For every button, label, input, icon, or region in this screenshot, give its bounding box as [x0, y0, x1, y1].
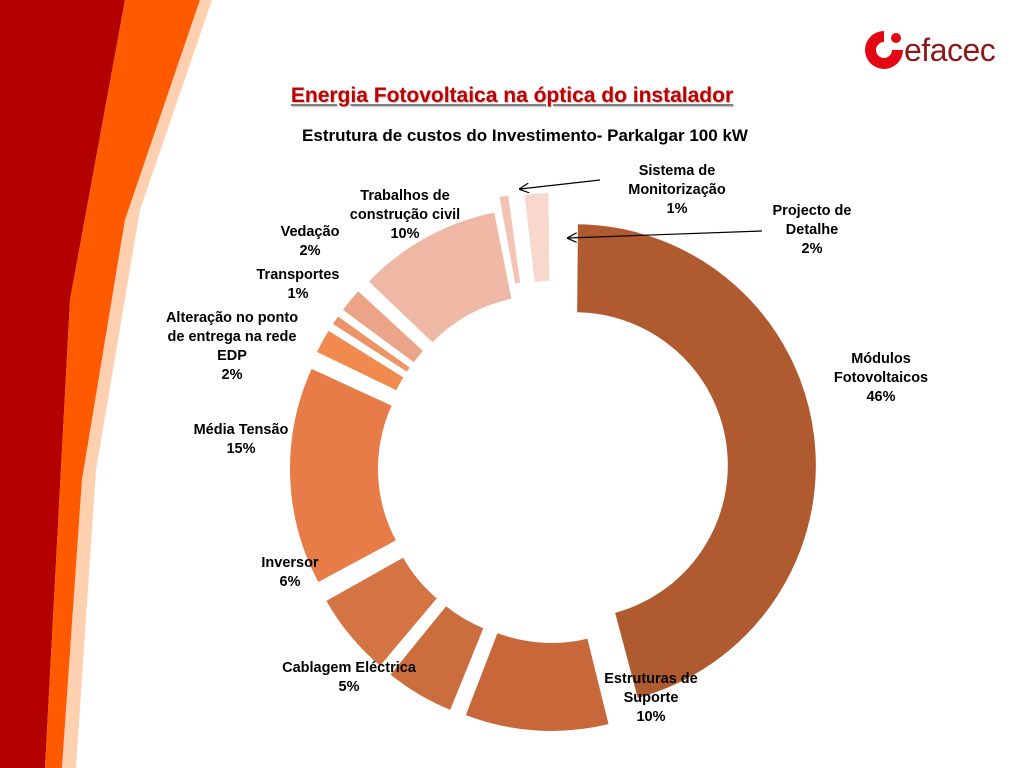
slice-label-text: Média Tensão [193, 422, 289, 438]
donut-slice-1 [575, 222, 818, 701]
monitorizacao-callout-arrow [520, 179, 601, 189]
slice-label-text: Módulos [851, 351, 911, 367]
slide-title: Energia Fotovoltaica na óptica do instal… [290, 84, 734, 107]
slice-label-11: Projecto de Detalhe 2% [722, 202, 902, 259]
donut-slice-10 [497, 193, 523, 286]
donut-slice-11 [522, 191, 552, 285]
slice-percent: 15% [226, 441, 256, 457]
slice-percent: 2% [221, 367, 243, 383]
donut-slice-8 [340, 288, 426, 365]
slice-percent: 10% [636, 709, 666, 725]
slice-label-text: construção civil [349, 207, 461, 223]
slice-label-text: Sistema de [638, 163, 716, 179]
deco-dark-band [0, 0, 125, 768]
slice-label-8: Vedação 2% [220, 223, 400, 261]
slice-label-6: Alteração no ponto de entrega na rede EDP 2… [142, 309, 322, 385]
slice-label-text: Monitorização [628, 182, 726, 198]
efacec-logo-mark-icon [865, 31, 903, 69]
slice-label-7: Transportes 1% [208, 266, 388, 304]
donut-slice-5 [288, 366, 399, 585]
slice-percent: 1% [666, 201, 688, 217]
slice-percent: 5% [338, 679, 360, 695]
donut-slice-2 [463, 630, 611, 733]
slice-percent: 46% [866, 389, 896, 405]
slice-label-3: Cablagem Eléctrica 5% [259, 659, 439, 697]
slice-percent: 2% [801, 241, 823, 257]
slice-label-2: Estruturas de Suporte 10% [561, 670, 741, 727]
slice-label-text: Projecto de [772, 203, 852, 219]
slice-percent: 1% [287, 286, 309, 302]
slice-label-text: Suporte [623, 690, 679, 706]
slice-label-text: Fotovoltaicos [833, 370, 929, 386]
slice-label-text: Estruturas de [604, 671, 698, 687]
logo-text: efacec [904, 32, 996, 68]
slice-label-text: Cablagem Eléctrica [282, 660, 416, 676]
slice-percent: 10% [390, 226, 420, 242]
slice-label-text: de entrega na rede [167, 329, 297, 345]
slice-label-10: Sistema de Monitorização 1% [587, 162, 767, 219]
slice-label-text: Detalhe [785, 222, 839, 238]
slice-label-text: Transportes [256, 267, 340, 283]
deco-orange-band [45, 0, 200, 768]
chart-title: Estrutura de custos do Investimento- Par… [302, 126, 748, 145]
slice-label-text: EDP [217, 348, 247, 364]
donut-slices [288, 191, 818, 733]
projecto-callout-arrow [568, 230, 763, 238]
donut-slice-4 [323, 555, 440, 669]
donut-slice-3 [387, 603, 486, 713]
slice-label-text: Vedação [280, 224, 340, 240]
slice-label-text: Inversor [261, 555, 319, 571]
slice-label-1: Módulos Fotovoltaicos 46% [791, 350, 971, 407]
slice-label-4: Inversor 6% [200, 554, 380, 592]
slice-percent: 6% [279, 574, 301, 590]
slice-label-text: Alteração no ponto [165, 310, 299, 326]
donut-slice-6 [314, 328, 407, 393]
slice-percent: 2% [299, 243, 321, 259]
donut-slice-7 [330, 313, 413, 375]
efacec-logo: efacec [862, 28, 1002, 72]
donut-slice-9 [366, 210, 514, 346]
slice-label-text: Trabalhos de [360, 188, 450, 204]
deco-light-band [62, 0, 212, 768]
slice-label-5: Média Tensão 15% [151, 421, 331, 459]
slice-label-9: Trabalhos de construção civil 10% [315, 187, 495, 244]
